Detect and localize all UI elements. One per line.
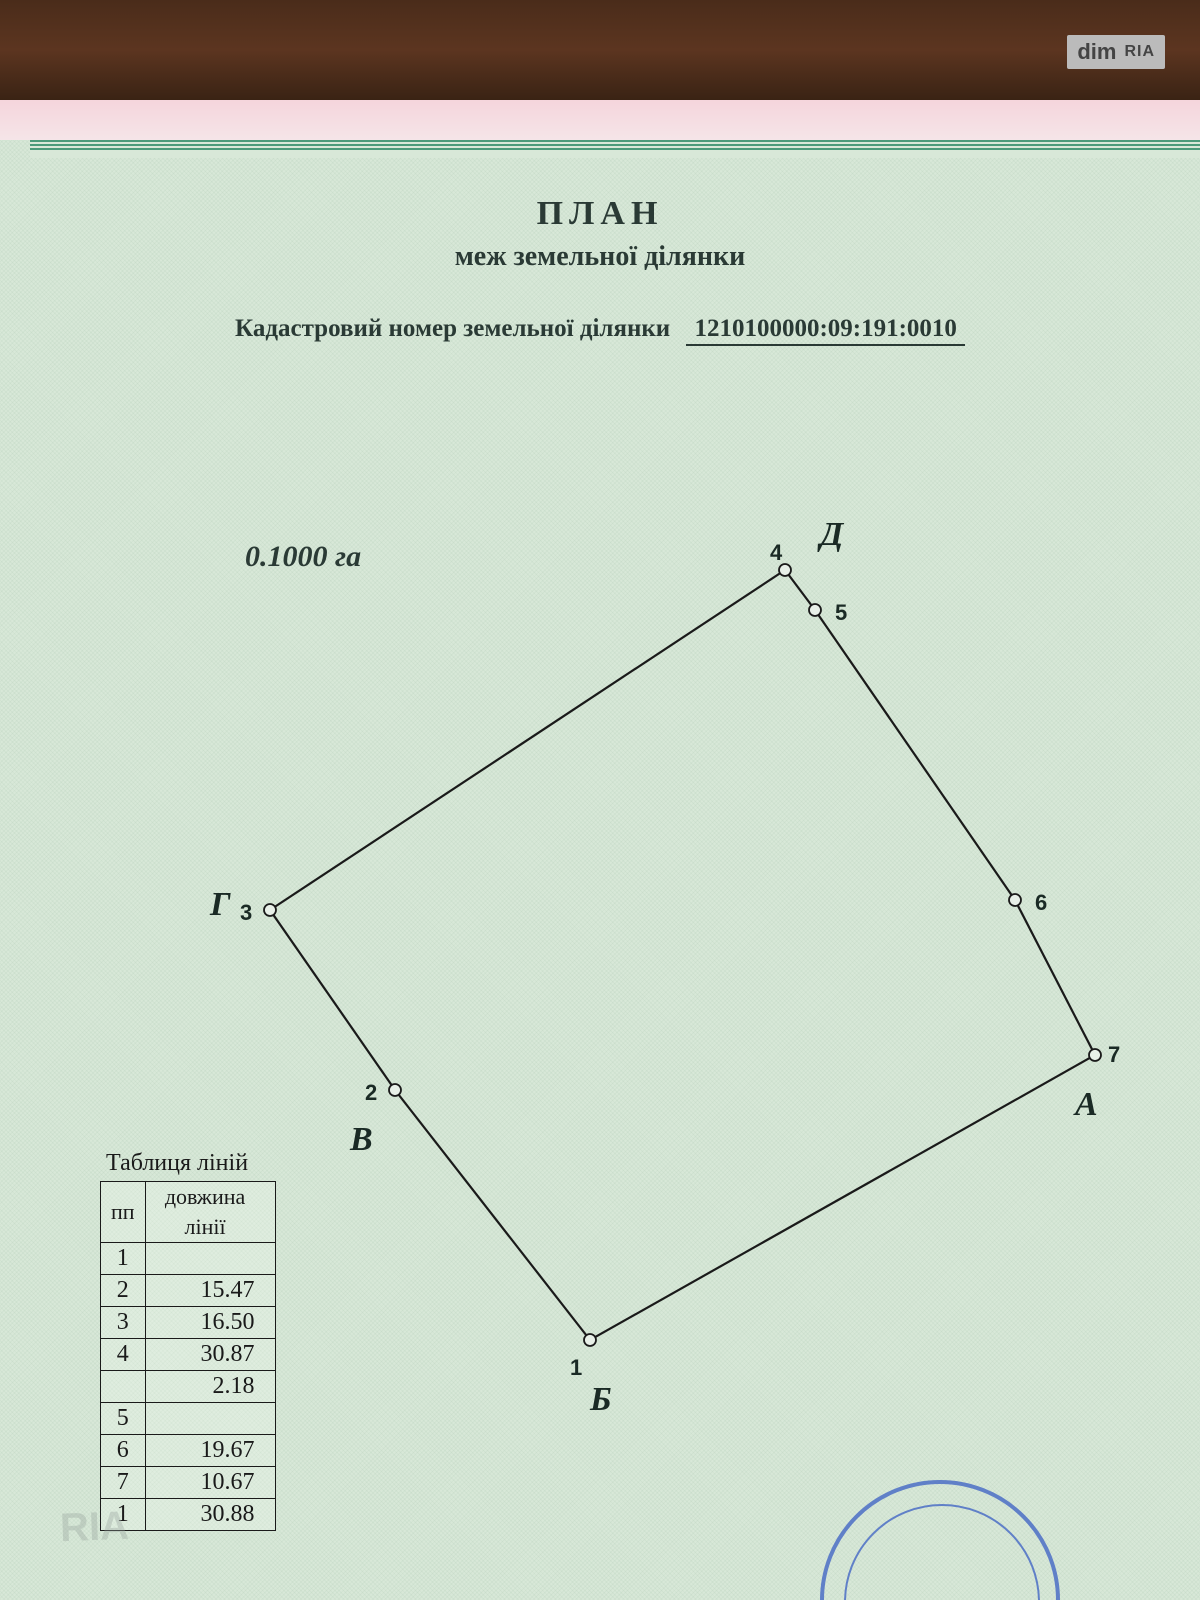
cell-length: 2.18	[145, 1371, 275, 1403]
vertex-label: Г	[209, 886, 231, 923]
cell-pp	[101, 1371, 146, 1403]
cell-pp: 2	[101, 1275, 146, 1307]
official-stamp	[820, 1480, 1060, 1600]
cell-length: 30.87	[145, 1339, 275, 1371]
point-number: 6	[1035, 890, 1047, 915]
point-number: 1	[570, 1355, 582, 1380]
plot-boundary	[270, 570, 1095, 1340]
vertex-label: В	[349, 1121, 373, 1158]
cell-pp: 4	[101, 1339, 146, 1371]
document-subtitle: меж земельної ділянки	[0, 241, 1200, 273]
plot-point	[1009, 894, 1021, 906]
plot-point	[809, 604, 821, 616]
plot-point	[264, 904, 276, 916]
table-row: 316.50	[101, 1307, 276, 1339]
vertex-label: Д	[817, 516, 845, 553]
lines-data-table: пп довжина лінії 1215.47316.50430.872.18…	[100, 1181, 276, 1531]
cell-pp: 3	[101, 1307, 146, 1339]
document-title: ПЛАН	[0, 195, 1200, 233]
cell-pp: 6	[101, 1435, 146, 1467]
vertex-label: А	[1073, 1086, 1098, 1123]
table-row: 215.47	[101, 1275, 276, 1307]
point-number: 3	[240, 900, 252, 925]
point-number: 5	[835, 600, 847, 625]
cell-length: 16.50	[145, 1307, 275, 1339]
watermark-badge: dim RIA	[1067, 35, 1165, 69]
point-number: 7	[1108, 1042, 1120, 1067]
cell-pp: 1	[101, 1243, 146, 1275]
table-row: 2.18	[101, 1371, 276, 1403]
col-header-length-1: довжина	[145, 1182, 275, 1213]
point-number: 4	[770, 540, 783, 565]
cell-length: 10.67	[145, 1467, 275, 1499]
cadastral-label: Кадастровий номер земельної ділянки	[235, 315, 670, 342]
cell-pp: 5	[101, 1403, 146, 1435]
table-row: 1	[101, 1243, 276, 1275]
security-border	[30, 140, 1200, 158]
watermark-sub: RIA	[1124, 43, 1155, 61]
cell-length	[145, 1243, 275, 1275]
cell-length: 30.88	[145, 1499, 275, 1531]
table-row: 430.87	[101, 1339, 276, 1371]
col-header-pp: пп	[101, 1182, 146, 1243]
point-number: 2	[365, 1080, 377, 1105]
plot-point	[389, 1084, 401, 1096]
desk-background	[0, 0, 1200, 100]
table-caption: Таблиця ліній	[100, 1150, 276, 1177]
cell-length: 19.67	[145, 1435, 275, 1467]
table-row: 619.67	[101, 1435, 276, 1467]
watermark-brand: dim	[1077, 39, 1116, 65]
lines-table: Таблиця ліній пп довжина лінії 1215.4731…	[100, 1150, 276, 1531]
document-top-margin	[0, 100, 1200, 140]
plot-point	[779, 564, 791, 576]
col-header-length-2: лінії	[145, 1212, 275, 1243]
cell-length: 15.47	[145, 1275, 275, 1307]
cadastral-number: 1210100000:09:191:0010	[686, 315, 964, 346]
title-block: ПЛАН меж земельної ділянки	[0, 195, 1200, 273]
cadastral-line: Кадастровий номер земельної ділянки 1210…	[0, 315, 1200, 343]
cell-pp: 7	[101, 1467, 146, 1499]
cell-length	[145, 1403, 275, 1435]
vertex-label: Б	[589, 1381, 612, 1418]
land-plan-document: ПЛАН меж земельної ділянки Кадастровий н…	[0, 140, 1200, 1600]
bottom-watermark: RIA	[59, 1504, 129, 1551]
table-row: 5	[101, 1403, 276, 1435]
plot-point	[584, 1334, 596, 1346]
table-row: 710.67	[101, 1467, 276, 1499]
plot-point	[1089, 1049, 1101, 1061]
